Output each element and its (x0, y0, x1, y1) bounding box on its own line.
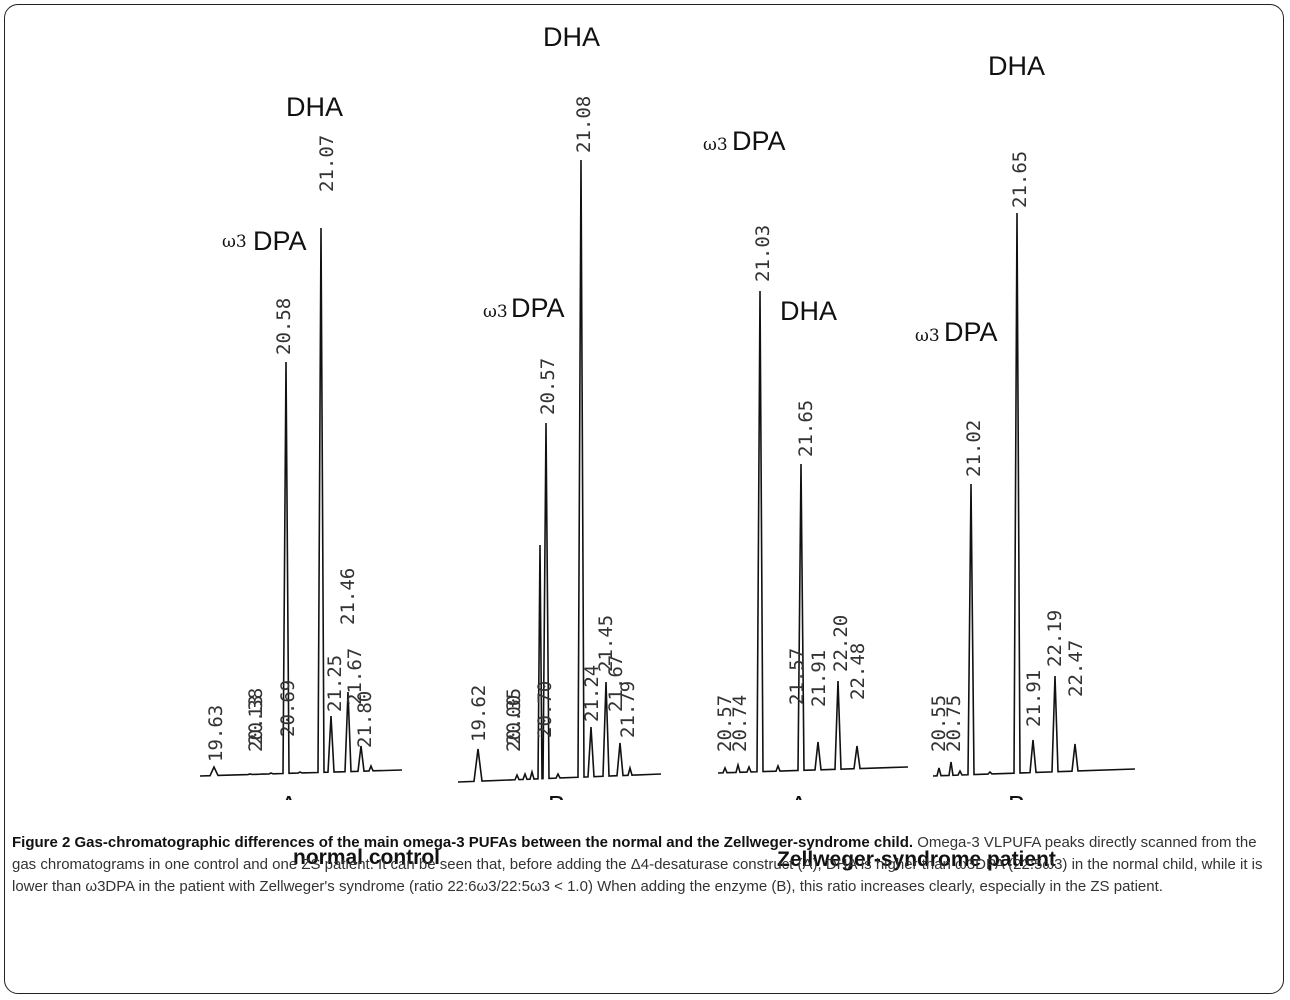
retention-time-label: 21.25 (324, 655, 346, 712)
retention-time-label: 22.48 (847, 643, 869, 700)
retention-time-label: 21.45 (595, 615, 617, 672)
chromatogram-trace-2 (457, 159, 662, 783)
omega3-label: ω3 (703, 135, 728, 155)
dha-peak-label: DHA (543, 22, 600, 52)
retention-time-label: 20.70 (534, 681, 556, 738)
retention-time-label: 20.75 (943, 695, 965, 752)
retention-time-label: 20.74 (729, 695, 751, 752)
retention-time-label: 21.24 (581, 665, 603, 722)
retention-time-label: 21.79 (617, 681, 639, 738)
retention-time-label: 21.07 (316, 135, 338, 192)
figure-caption: Figure 2 Gas-chromatographic differences… (12, 832, 1278, 898)
panel-label-a: A (790, 790, 808, 800)
retention-time-label: 20.57 (714, 695, 736, 752)
chromatogram-trace-1 (199, 227, 403, 777)
retention-time-label: 21.65 (795, 400, 817, 457)
retention-time-label: 21.46 (337, 568, 359, 625)
omega3-label: ω3 (483, 302, 508, 322)
retention-time-label: 21.03 (752, 225, 774, 282)
retention-time-label: 21.67 (344, 648, 366, 705)
figure-frame (4, 4, 1284, 994)
caption-title-end: . (908, 834, 914, 851)
retention-time-label: 20.58 (273, 298, 295, 355)
caption-title: Figure 2 Gas-chromatographic differences… (12, 834, 909, 851)
group-label-zellweger: Zellweger-syndrome patient (777, 848, 1056, 871)
retention-time-label: 20.00 (503, 695, 525, 752)
retention-time-label: 21.08 (573, 96, 595, 153)
dha-peak-label: DHA (286, 92, 343, 122)
retention-time-label: 20.38 (245, 688, 267, 745)
chromatogram-trace-4 (932, 212, 1136, 777)
retention-time-label: 19.62 (468, 685, 490, 742)
retention-time-label: 20.57 (537, 358, 559, 415)
retention-time-label: 22.19 (1044, 610, 1066, 667)
retention-time-label: 20.35 (503, 688, 525, 745)
omega3-label: ω3 (222, 232, 247, 252)
retention-time-label: 19.63 (205, 705, 227, 762)
dpa-peak-label: DPA (511, 293, 565, 323)
dpa-peak-label: DPA (944, 317, 998, 347)
chromatogram-trace-3 (717, 290, 909, 774)
retention-time-label: 20.55 (928, 695, 950, 752)
retention-time-label: 21.91 (808, 650, 830, 707)
dha-peak-label: DHA (988, 51, 1045, 81)
retention-time-label: 21.67 (605, 655, 627, 712)
retention-time-label: 21.91 (1023, 670, 1045, 727)
retention-time-label: 21.57 (786, 648, 808, 705)
panel-label-a: A (280, 790, 298, 800)
dha-peak-label: DHA (780, 296, 837, 326)
panel-label-b: B (1008, 790, 1025, 800)
retention-time-label: 21.02 (963, 420, 985, 477)
panel-label-b: B (548, 790, 565, 800)
group-label-normal-control: normal control (293, 846, 441, 869)
omega3-label: ω3 (915, 326, 940, 346)
retention-time-label: 20.69 (277, 680, 299, 737)
dpa-peak-label: DPA (732, 126, 786, 156)
retention-time-label: 21.65 (1009, 151, 1031, 208)
retention-time-label: 22.47 (1065, 640, 1087, 697)
retention-time-label: 22.20 (830, 615, 852, 672)
retention-time-label: 20.13 (245, 695, 267, 752)
caption-body: Omega-3 VLPUFA peaks directly scanned fr… (12, 834, 1263, 895)
retention-time-label: 21.80 (354, 691, 376, 748)
dpa-peak-label: DPA (253, 226, 307, 256)
